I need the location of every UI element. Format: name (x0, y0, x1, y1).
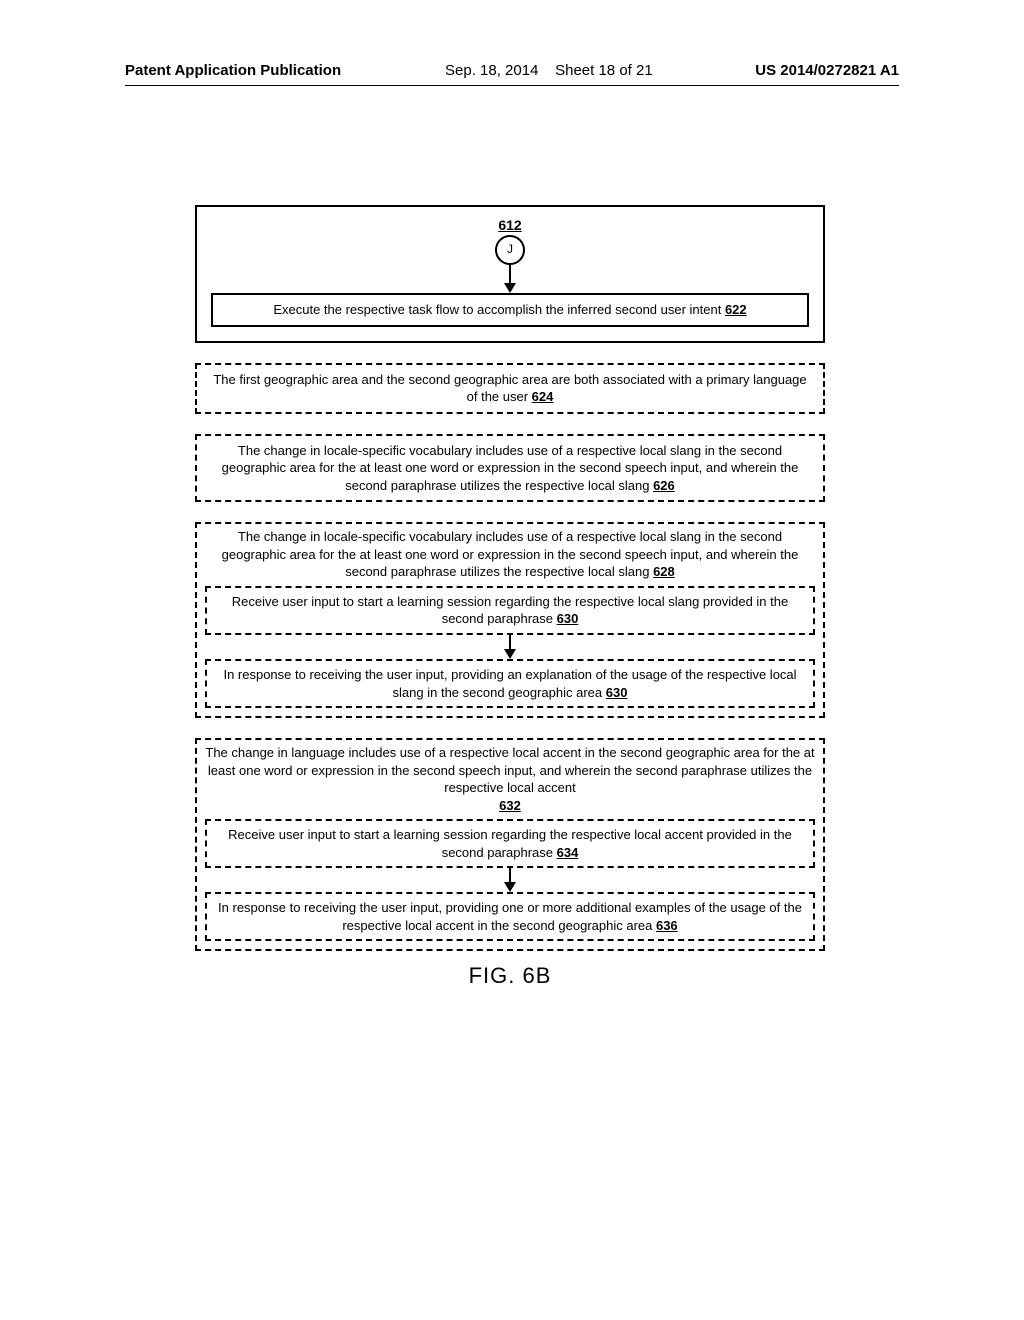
step-628-text-wrap: The change in locale-specific vocabulary… (205, 528, 815, 581)
step-636: In response to receiving the user input,… (205, 892, 815, 941)
diagram: 612 J Execute the respective task flow t… (195, 205, 825, 989)
header-sheet: Sheet 18 of 21 (555, 62, 653, 79)
ref-626: 626 (653, 478, 675, 493)
outer-container-612: 612 J Execute the respective task flow t… (195, 205, 825, 343)
step-630b: In response to receiving the user input,… (205, 659, 815, 708)
ref-628: 628 (653, 564, 675, 579)
arrow-head-icon (504, 283, 516, 293)
group-632: The change in language includes use of a… (195, 738, 825, 951)
arrow-line (509, 265, 511, 283)
step-628-text: The change in locale-specific vocabulary… (222, 529, 799, 579)
step-624: The first geographic area and the second… (195, 363, 825, 414)
ref-636: 636 (656, 918, 678, 933)
connector-j: J (495, 235, 525, 265)
ref-612: 612 (211, 217, 809, 233)
step-634: Receive user input to start a learning s… (205, 819, 815, 868)
step-630a: Receive user input to start a learning s… (205, 586, 815, 635)
step-634-text: Receive user input to start a learning s… (228, 827, 792, 860)
step-632-text-wrap: The change in language includes use of a… (205, 744, 815, 814)
group-628: The change in locale-specific vocabulary… (195, 522, 825, 718)
page: Patent Application Publication Sep. 18, … (0, 0, 1024, 1320)
header-left: Patent Application Publication (125, 62, 341, 79)
step-630b-text: In response to receiving the user input,… (223, 667, 796, 700)
step-622: Execute the respective task flow to acco… (211, 293, 809, 327)
header-pubno: US 2014/0272821 A1 (755, 62, 899, 79)
step-626-text: The change in locale-specific vocabulary… (222, 443, 799, 493)
arrow-head-icon (504, 882, 516, 892)
ref-634: 634 (557, 845, 579, 860)
arrow-line (509, 868, 511, 882)
ref-624: 624 (532, 389, 554, 404)
ref-632: 632 (499, 798, 521, 813)
ref-622: 622 (725, 302, 747, 317)
ref-630a: 630 (557, 611, 579, 626)
arrow-head-icon (504, 649, 516, 659)
figure-label: FIG. 6B (195, 963, 825, 989)
step-622-text: Execute the respective task flow to acco… (273, 302, 725, 317)
step-624-text: The first geographic area and the second… (213, 372, 806, 405)
header-date: Sep. 18, 2014 (445, 62, 538, 79)
header-rule (125, 85, 899, 86)
step-626: The change in locale-specific vocabulary… (195, 434, 825, 503)
arrow-line (509, 635, 511, 649)
step-636-text: In response to receiving the user input,… (218, 900, 802, 933)
ref-630b: 630 (606, 685, 628, 700)
step-632-text: The change in language includes use of a… (205, 745, 814, 795)
step-630a-text: Receive user input to start a learning s… (232, 594, 788, 627)
header-middle: Sep. 18, 2014 Sheet 18 of 21 (445, 62, 653, 79)
